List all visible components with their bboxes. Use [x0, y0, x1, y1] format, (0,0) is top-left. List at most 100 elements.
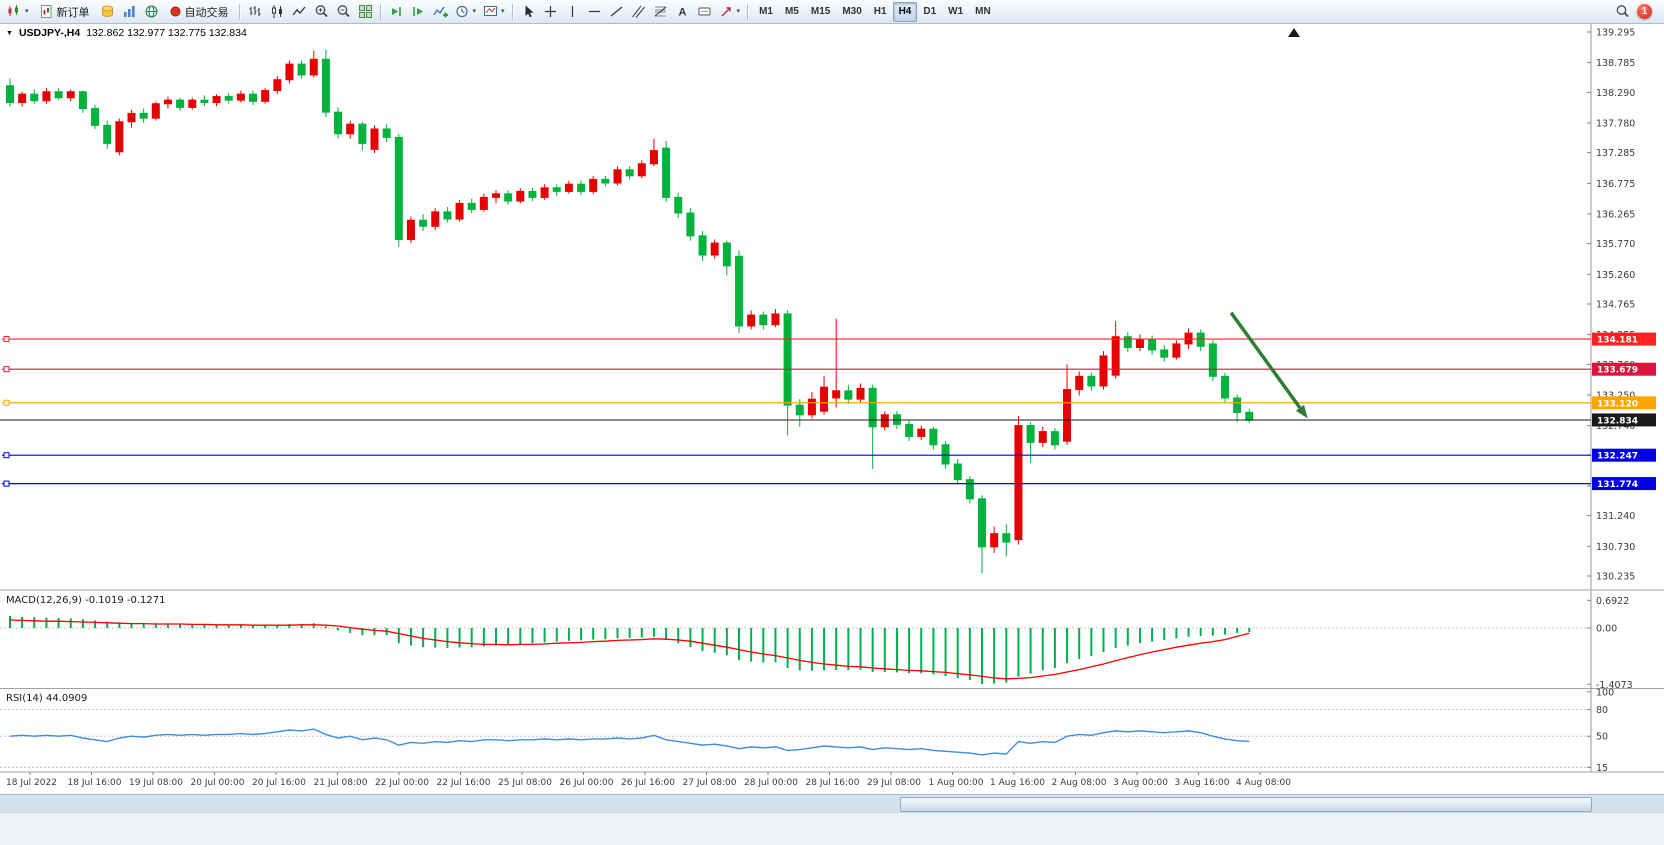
- cursor-tool-button[interactable]: [518, 2, 539, 22]
- mini-candles-icon: [8, 5, 18, 16]
- line-chart-icon: [292, 6, 306, 16]
- timeframe-d1-button[interactable]: D1: [923, 6, 937, 17]
- svg-text:135.770: 135.770: [1596, 239, 1635, 250]
- horizontal-scrollbar[interactable]: [0, 794, 1664, 812]
- terminal-button[interactable]: [141, 2, 162, 22]
- horizontal-line-131.774[interactable]: 131.774: [2, 477, 1656, 491]
- chart-window: ▼ USDJPY-,H4 132.862 132.977 132.775 132…: [0, 24, 1664, 794]
- horizontal-line-tool-button[interactable]: [584, 2, 605, 22]
- navigator-button[interactable]: [119, 2, 140, 22]
- timeframe-w1-button[interactable]: W1: [948, 6, 964, 17]
- chart-header: ▼ USDJPY-,H4 132.862 132.977 132.775 132…: [6, 27, 247, 39]
- horizontal-line-133.120[interactable]: 133.120: [2, 396, 1656, 410]
- timeframe-mn-button[interactable]: MN: [975, 6, 991, 17]
- svg-text:1 Aug 00:00: 1 Aug 00:00: [929, 778, 984, 788]
- svg-text:134.765: 134.765: [1596, 300, 1635, 311]
- ohlc-values: 132.862 132.977 132.775 132.834: [86, 27, 247, 39]
- macd-label: MACD(12,26,9) -0.1019 -0.1271: [6, 595, 166, 606]
- dropdown-caret-icon: ▾: [501, 8, 505, 15]
- zoom-out-button[interactable]: [333, 2, 354, 22]
- timeframe-m30-button[interactable]: M30: [842, 6, 862, 17]
- dropdown-caret-icon: ▾: [25, 8, 29, 15]
- horizontal-line-133.679[interactable]: 133.679: [2, 362, 1656, 376]
- label-icon: [698, 7, 711, 16]
- svg-text:137.285: 137.285: [1596, 148, 1635, 159]
- annotation-arrow[interactable]: [1229, 311, 1308, 419]
- svg-text:A: A: [678, 7, 686, 19]
- template-icon: [484, 6, 498, 16]
- svg-text:130.730: 130.730: [1596, 542, 1635, 553]
- templates-button[interactable]: ▾: [480, 2, 508, 22]
- svg-text:20 Jul 16:00: 20 Jul 16:00: [252, 778, 306, 788]
- svg-text:138.785: 138.785: [1596, 58, 1635, 69]
- timeframe-m15-button[interactable]: M15: [810, 6, 831, 17]
- search-button[interactable]: [1612, 2, 1633, 22]
- bars-icon: [123, 6, 135, 17]
- svg-text:131.774: 131.774: [1597, 480, 1638, 490]
- svg-text:27 Jul 08:00: 27 Jul 08:00: [683, 778, 737, 788]
- toolbar-separator: [511, 3, 514, 20]
- symbol-dropdown-icon[interactable]: ▼: [6, 29, 13, 37]
- notification-badge[interactable]: 1: [1637, 4, 1652, 19]
- auto-scroll-button[interactable]: [386, 2, 407, 22]
- current-price-line: 132.834: [0, 413, 1656, 427]
- bar-chart-icon: [249, 6, 261, 16]
- zoom-in-button[interactable]: [311, 2, 332, 22]
- svg-text:131.240: 131.240: [1596, 511, 1635, 522]
- new-order-button[interactable]: 新订单: [33, 2, 96, 22]
- fibonacci-tool-button[interactable]: [650, 2, 671, 22]
- svg-text:25 Jul 08:00: 25 Jul 08:00: [498, 778, 552, 788]
- bar-chart-button[interactable]: [245, 2, 266, 22]
- chart-canvas[interactable]: 139.295 138.785 138.290 137.780 137.285 136.7…: [0, 24, 1664, 794]
- horizontal-line-132.247[interactable]: 132.247: [2, 448, 1656, 462]
- timeframe-m5-button[interactable]: M5: [784, 6, 799, 17]
- coins-icon: [101, 5, 113, 17]
- timeframe-h4-button[interactable]: H4: [892, 1, 918, 22]
- autotrading-label: 自动交易: [184, 6, 229, 19]
- svg-text:21 Jul 08:00: 21 Jul 08:00: [314, 778, 368, 788]
- timeframe-group: M1 M5 M15 M30 H1 H4 D1 W1 MN: [753, 1, 997, 22]
- indicators-icon: [432, 6, 448, 18]
- svg-text:-1.4073: -1.4073: [1596, 680, 1633, 691]
- crosshair-tool-button[interactable]: [540, 2, 561, 22]
- macd-panel: 0.6922 0.00 -1.4073 MACD(12,26,9) -0.1019 -…: [0, 595, 1633, 691]
- periods-button[interactable]: ▾: [452, 2, 480, 22]
- time-axis: 18 Jul 2022 18 Jul 16:00 19 Jul 08:00 20 Ju…: [6, 772, 1291, 788]
- candlestick-chart-button[interactable]: [267, 2, 288, 22]
- auto-scroll-icon: [391, 7, 401, 16]
- symbol-period-label: USDJPY-,H4: [18, 27, 81, 39]
- autotrading-button[interactable]: 自动交易: [163, 2, 235, 22]
- scrollbar-thumb[interactable]: [900, 797, 1592, 812]
- svg-text:22 Jul 16:00: 22 Jul 16:00: [437, 778, 491, 788]
- candlestick-series: [6, 49, 1254, 574]
- svg-text:2 Aug 08:00: 2 Aug 08:00: [1052, 778, 1107, 788]
- indicators-button[interactable]: [430, 2, 451, 22]
- channel-tool-button[interactable]: [628, 2, 649, 22]
- horizontal-line-134.181[interactable]: 134.181: [2, 332, 1656, 346]
- globe-icon: [145, 5, 158, 18]
- zoom-in-icon: [315, 5, 328, 18]
- zoom-out-icon: [337, 5, 350, 18]
- cursor-icon: [525, 5, 534, 18]
- arrows-tool-button[interactable]: ▾: [716, 2, 744, 22]
- charts-list-button[interactable]: ▾: [4, 2, 32, 22]
- text-tool-button[interactable]: A: [672, 2, 693, 22]
- svg-text:20 Jul 00:00: 20 Jul 00:00: [191, 778, 245, 788]
- rsi-label: RSI(14) 44.0909: [6, 693, 87, 704]
- svg-text:130.235: 130.235: [1596, 572, 1635, 583]
- vertical-line-tool-button[interactable]: [562, 2, 583, 22]
- svg-text:136.775: 136.775: [1596, 179, 1635, 190]
- chart-shift-button[interactable]: [408, 2, 429, 22]
- svg-text:18 Jul 2022: 18 Jul 2022: [6, 778, 57, 788]
- svg-text:100: 100: [1596, 687, 1614, 698]
- svg-text:138.290: 138.290: [1596, 88, 1635, 99]
- svg-text:50: 50: [1596, 732, 1608, 743]
- line-chart-button[interactable]: [289, 2, 310, 22]
- market-watch-button[interactable]: [97, 2, 118, 22]
- arrange-windows-button[interactable]: [355, 2, 376, 22]
- label-tool-button[interactable]: [694, 2, 715, 22]
- trendline-tool-button[interactable]: [606, 2, 627, 22]
- timeframe-m1-button[interactable]: M1: [759, 6, 773, 17]
- candlestick-icon: [271, 5, 282, 18]
- timeframe-h1-button[interactable]: H1: [873, 6, 887, 17]
